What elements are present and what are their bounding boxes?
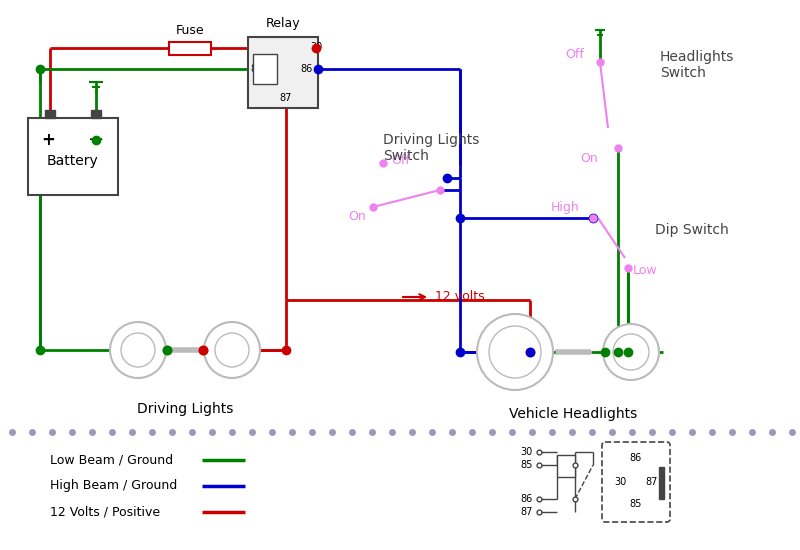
Circle shape bbox=[477, 314, 553, 390]
Bar bbox=[91, 110, 101, 118]
Bar bbox=[557, 455, 575, 477]
Text: Low Beam / Ground: Low Beam / Ground bbox=[50, 454, 173, 466]
Text: −: − bbox=[88, 130, 104, 150]
Circle shape bbox=[121, 333, 155, 367]
Text: 87: 87 bbox=[646, 477, 658, 487]
Text: 12 Volts / Positive: 12 Volts / Positive bbox=[50, 505, 160, 519]
Circle shape bbox=[603, 324, 659, 380]
Text: 86: 86 bbox=[300, 64, 312, 74]
Text: 12 volts: 12 volts bbox=[435, 289, 485, 302]
Text: 85: 85 bbox=[630, 499, 642, 509]
Text: 85: 85 bbox=[250, 64, 262, 74]
Text: High: High bbox=[551, 201, 580, 214]
Text: 85: 85 bbox=[521, 460, 533, 470]
Text: 86: 86 bbox=[630, 453, 642, 463]
Bar bbox=[169, 41, 211, 54]
Text: Driving Lights
Switch: Driving Lights Switch bbox=[383, 133, 479, 163]
Bar bbox=[248, 37, 318, 108]
Text: Driving Lights: Driving Lights bbox=[137, 402, 233, 416]
Text: 87: 87 bbox=[279, 93, 291, 103]
Text: Battery: Battery bbox=[47, 155, 99, 168]
Text: 30: 30 bbox=[521, 447, 533, 457]
FancyBboxPatch shape bbox=[602, 442, 670, 522]
Bar bbox=[659, 467, 664, 499]
Circle shape bbox=[489, 326, 541, 378]
Text: Dip Switch: Dip Switch bbox=[655, 223, 729, 237]
Text: On: On bbox=[348, 211, 366, 223]
Circle shape bbox=[613, 334, 649, 370]
Text: +: + bbox=[41, 131, 55, 149]
Text: 86: 86 bbox=[521, 494, 533, 504]
Text: Headlights
Switch: Headlights Switch bbox=[660, 50, 734, 80]
Circle shape bbox=[215, 333, 249, 367]
Text: Off: Off bbox=[391, 153, 410, 167]
Text: 87: 87 bbox=[521, 507, 533, 517]
Bar bbox=[28, 118, 118, 195]
Text: High Beam / Ground: High Beam / Ground bbox=[50, 480, 178, 492]
Text: Off: Off bbox=[565, 47, 584, 60]
Text: Relay: Relay bbox=[266, 16, 300, 30]
Text: 30: 30 bbox=[614, 477, 626, 487]
Circle shape bbox=[110, 322, 166, 378]
Bar bbox=[253, 54, 277, 84]
Text: Low: Low bbox=[633, 263, 658, 277]
Text: On: On bbox=[580, 151, 598, 164]
Text: 30: 30 bbox=[310, 42, 322, 52]
Text: Fuse: Fuse bbox=[176, 24, 204, 36]
Text: Vehicle Headlights: Vehicle Headlights bbox=[509, 407, 637, 421]
Circle shape bbox=[204, 322, 260, 378]
Bar bbox=[45, 110, 55, 118]
